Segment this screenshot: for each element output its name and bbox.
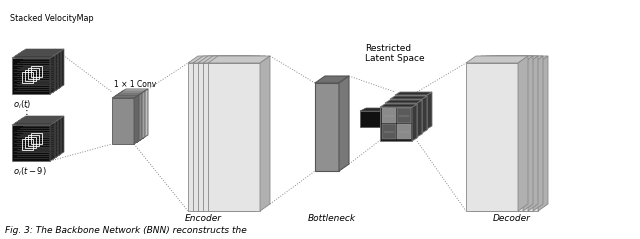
Polygon shape [380, 104, 417, 107]
Polygon shape [15, 120, 58, 123]
Text: Decoder: Decoder [493, 214, 531, 223]
Polygon shape [395, 92, 432, 95]
Polygon shape [140, 91, 145, 140]
Polygon shape [188, 63, 240, 211]
Text: Restricted
Latent Space: Restricted Latent Space [365, 44, 424, 63]
Polygon shape [471, 56, 533, 63]
Polygon shape [385, 100, 422, 103]
Polygon shape [15, 123, 53, 159]
Text: 1 × 1 Conv: 1 × 1 Conv [114, 80, 156, 89]
Polygon shape [476, 56, 538, 63]
Polygon shape [476, 63, 528, 211]
Polygon shape [533, 56, 543, 211]
Polygon shape [118, 94, 140, 140]
Text: Bottleneck: Bottleneck [308, 214, 356, 223]
Polygon shape [18, 121, 56, 157]
Polygon shape [18, 51, 61, 54]
Polygon shape [12, 55, 55, 58]
Polygon shape [21, 52, 59, 88]
Text: $o_i(t)$: $o_i(t)$ [13, 98, 31, 110]
Polygon shape [56, 118, 61, 157]
Polygon shape [18, 54, 56, 90]
Text: Encoder: Encoder [184, 214, 221, 223]
Polygon shape [15, 53, 58, 56]
Polygon shape [360, 111, 420, 127]
Polygon shape [528, 56, 538, 211]
Polygon shape [193, 56, 255, 63]
Polygon shape [53, 120, 58, 159]
Polygon shape [486, 63, 538, 211]
Polygon shape [390, 96, 427, 99]
Polygon shape [15, 56, 53, 92]
Polygon shape [422, 96, 427, 133]
Polygon shape [420, 108, 426, 127]
Polygon shape [21, 116, 64, 119]
Polygon shape [471, 63, 523, 211]
Polygon shape [21, 49, 64, 52]
Polygon shape [466, 56, 528, 63]
Polygon shape [397, 108, 411, 123]
Polygon shape [50, 122, 55, 161]
Polygon shape [260, 56, 270, 211]
Polygon shape [12, 122, 55, 125]
Polygon shape [198, 56, 260, 63]
Polygon shape [339, 76, 349, 171]
Polygon shape [59, 116, 64, 155]
Polygon shape [112, 98, 134, 144]
Polygon shape [382, 108, 396, 123]
Polygon shape [486, 56, 548, 63]
Polygon shape [121, 89, 148, 92]
Text: $o_i(t-9)$: $o_i(t-9)$ [13, 166, 47, 179]
Polygon shape [50, 55, 55, 94]
Polygon shape [255, 56, 265, 211]
Polygon shape [203, 63, 255, 211]
Polygon shape [203, 56, 265, 63]
Polygon shape [134, 95, 139, 144]
Polygon shape [380, 107, 412, 141]
Polygon shape [143, 89, 148, 138]
Polygon shape [395, 95, 427, 129]
Polygon shape [112, 95, 139, 98]
Polygon shape [397, 124, 411, 139]
Polygon shape [315, 76, 349, 83]
Polygon shape [115, 93, 142, 96]
Polygon shape [188, 56, 250, 63]
Polygon shape [115, 96, 137, 142]
Polygon shape [390, 99, 422, 133]
Polygon shape [427, 92, 432, 129]
Polygon shape [121, 92, 143, 138]
Polygon shape [137, 93, 142, 142]
Polygon shape [245, 56, 255, 211]
Polygon shape [538, 56, 548, 211]
Text: Fig. 3: The Backbone Network (BNN) reconstructs the: Fig. 3: The Backbone Network (BNN) recon… [5, 226, 247, 235]
Polygon shape [198, 63, 250, 211]
Polygon shape [466, 63, 518, 211]
Polygon shape [523, 56, 533, 211]
Polygon shape [250, 56, 260, 211]
Polygon shape [385, 103, 417, 137]
Polygon shape [208, 63, 260, 211]
Polygon shape [21, 119, 59, 155]
Polygon shape [53, 53, 58, 92]
Polygon shape [481, 56, 543, 63]
Text: Stacked VelocityMap: Stacked VelocityMap [10, 14, 93, 23]
Polygon shape [12, 125, 50, 161]
Text: ⋮: ⋮ [22, 106, 32, 116]
Polygon shape [518, 56, 528, 211]
Polygon shape [18, 118, 61, 121]
Polygon shape [118, 91, 145, 94]
Polygon shape [481, 63, 533, 211]
Polygon shape [417, 100, 422, 137]
Polygon shape [315, 83, 339, 171]
Polygon shape [12, 58, 50, 94]
Polygon shape [56, 51, 61, 90]
Polygon shape [412, 104, 417, 141]
Polygon shape [59, 49, 64, 88]
Polygon shape [193, 63, 245, 211]
Polygon shape [208, 56, 270, 63]
Polygon shape [382, 124, 396, 139]
Polygon shape [240, 56, 250, 211]
Polygon shape [360, 108, 426, 111]
